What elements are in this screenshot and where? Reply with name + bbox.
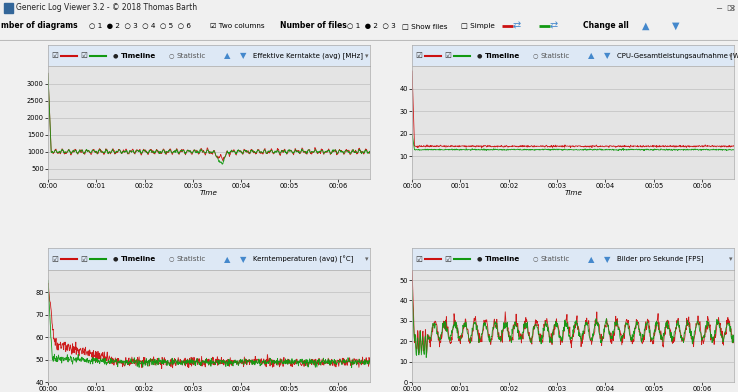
Text: ○ 1  ● 2  ○ 3: ○ 1 ● 2 ○ 3 [347,23,396,29]
Text: ─: ─ [716,4,721,12]
Text: ○: ○ [169,257,174,261]
Text: ☑: ☑ [415,51,422,60]
Text: ▾: ▾ [365,256,368,262]
Text: ▼: ▼ [240,51,246,60]
Text: ●: ● [112,53,118,58]
Text: Timeline: Timeline [120,53,156,59]
Text: □ Show files: □ Show files [402,23,448,29]
Text: CPU-Gesamtleistungsaufnahme [W]: CPU-Gesamtleistungsaufnahme [W] [617,53,738,59]
Text: Statistic: Statistic [177,256,206,262]
Text: ▲: ▲ [224,255,230,264]
Text: Statistic: Statistic [541,256,570,262]
Text: ▲: ▲ [587,255,594,264]
Text: ☑: ☑ [80,51,87,60]
Text: Generic Log Viewer 3.2 - © 2018 Thomas Barth: Generic Log Viewer 3.2 - © 2018 Thomas B… [16,4,197,12]
Text: ⇄: ⇄ [513,21,521,31]
Text: ▼: ▼ [604,51,610,60]
Text: ○: ○ [533,257,539,261]
Text: ●: ● [112,257,118,261]
Text: □: □ [726,4,734,12]
Text: ○: ○ [169,53,174,58]
Text: ▼: ▼ [672,21,679,31]
Text: □ Simple: □ Simple [461,23,495,29]
Text: Bilder pro Sekunde [FPS]: Bilder pro Sekunde [FPS] [617,256,703,263]
Text: Kerntemperaturen (avg) [°C]: Kerntemperaturen (avg) [°C] [252,256,353,263]
Text: Timeline: Timeline [485,53,520,59]
Text: ☑ Two columns: ☑ Two columns [210,23,265,29]
Text: Statistic: Statistic [541,53,570,59]
Text: ▲: ▲ [587,51,594,60]
Text: Number of files: Number of files [280,22,347,30]
Text: ●: ● [477,53,482,58]
Text: ○ 1  ● 2  ○ 3  ○ 4  ○ 5  ○ 6: ○ 1 ● 2 ○ 3 ○ 4 ○ 5 ○ 6 [89,23,190,29]
Text: ▾: ▾ [729,53,733,59]
Text: Timeline: Timeline [485,256,520,262]
Text: ☑: ☑ [51,255,58,264]
Text: Statistic: Statistic [177,53,206,59]
Text: ▼: ▼ [240,255,246,264]
Text: Effektive Kerntakte (avg) [MHz]: Effektive Kerntakte (avg) [MHz] [252,53,362,59]
Text: ☑: ☑ [415,255,422,264]
Text: ☑: ☑ [80,255,87,264]
Text: Change all: Change all [583,22,629,30]
Text: ▾: ▾ [365,53,368,59]
Text: ▼: ▼ [604,255,610,264]
X-axis label: Time: Time [200,191,218,196]
X-axis label: Time: Time [564,191,582,196]
Text: ○: ○ [533,53,539,58]
Bar [4,3,13,13]
Text: ▾: ▾ [729,256,733,262]
Text: ▲: ▲ [642,21,649,31]
Text: ☑: ☑ [444,51,451,60]
Text: ☑: ☑ [444,255,451,264]
Text: ●: ● [477,257,482,261]
Text: ✕: ✕ [729,4,736,12]
Text: ☑: ☑ [51,51,58,60]
Text: mber of diagrams: mber of diagrams [1,22,77,30]
Text: ▲: ▲ [224,51,230,60]
Text: ⇄: ⇄ [550,21,558,31]
Text: Timeline: Timeline [120,256,156,262]
